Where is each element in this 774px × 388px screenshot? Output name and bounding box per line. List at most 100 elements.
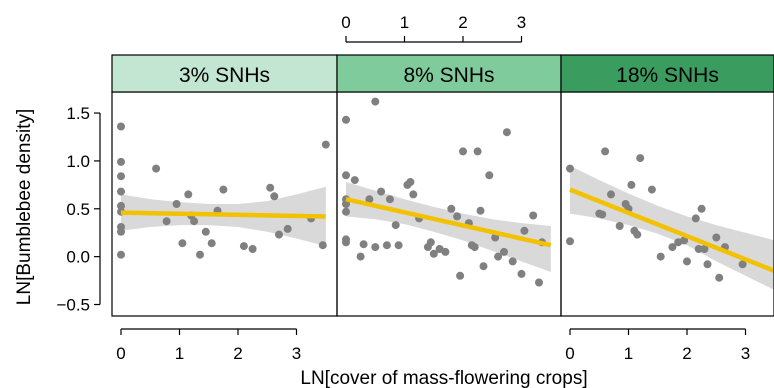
data-point <box>385 195 394 204</box>
data-point <box>382 241 391 250</box>
x-bottom-right-tick-label: 1 <box>624 344 633 363</box>
x-bottom-right-tick-label: 2 <box>682 344 691 363</box>
data-point <box>566 164 574 173</box>
data-point <box>275 230 283 239</box>
data-point <box>365 195 374 204</box>
x-bottom-left-tick-label: 3 <box>292 344 301 363</box>
data-point <box>152 164 161 173</box>
data-point <box>598 210 607 219</box>
confidence-band <box>570 165 774 290</box>
data-point <box>473 147 482 156</box>
fit-lines <box>120 187 774 274</box>
data-point <box>178 239 187 248</box>
data-point <box>500 247 508 256</box>
data-point <box>459 147 467 156</box>
data-point <box>266 183 275 192</box>
x-bottom-left-tick-label: 1 <box>175 344 184 363</box>
data-point <box>508 257 517 266</box>
data-point <box>371 97 380 106</box>
data-point <box>196 250 204 259</box>
data-point <box>270 192 279 201</box>
data-point <box>680 236 689 245</box>
data-point <box>117 157 125 166</box>
data-point <box>566 237 574 246</box>
data-point <box>117 201 125 210</box>
data-point <box>476 206 485 215</box>
data-point <box>517 269 526 278</box>
data-point <box>172 200 181 208</box>
y-tick-label: 1.0 <box>66 152 90 171</box>
x-top-tick-label: 0 <box>341 13 350 32</box>
data-point <box>447 204 456 213</box>
data-point <box>391 221 400 230</box>
y-axis-title: LN[Bumblebee density] <box>14 109 35 305</box>
data-point <box>342 207 350 216</box>
data-point <box>656 252 665 261</box>
data-point <box>283 224 292 233</box>
data-point <box>342 171 350 180</box>
data-point <box>491 233 500 242</box>
data-point <box>429 249 438 258</box>
y-tick-label: 1.5 <box>66 104 90 123</box>
x-top-tick-label: 2 <box>458 13 467 32</box>
strip-headers: 3% SNHs 8% SNHs 18% SNHs <box>111 54 774 93</box>
data-point <box>607 190 615 199</box>
data-point <box>647 185 656 194</box>
data-point <box>668 243 677 252</box>
data-point <box>394 241 403 250</box>
data-point <box>712 233 721 242</box>
x-bottom-right-tick-label: 0 <box>565 344 574 363</box>
data-point <box>615 222 624 230</box>
data-point <box>426 238 435 247</box>
x-axis-title: LN[cover of mass-flowering crops] <box>300 368 587 388</box>
data-point <box>627 180 636 189</box>
data-point <box>409 190 418 199</box>
data-point <box>201 227 210 236</box>
data-point <box>117 122 125 131</box>
data-point <box>342 200 350 208</box>
data-point <box>356 252 365 261</box>
data-point <box>703 260 712 269</box>
data-point <box>184 190 193 199</box>
data-point <box>601 147 610 156</box>
data-point <box>248 245 257 253</box>
data-point <box>456 271 465 280</box>
fit-line <box>120 210 326 219</box>
data-point <box>494 252 503 261</box>
data-points <box>117 97 747 287</box>
data-point <box>683 257 691 266</box>
data-point <box>715 273 724 282</box>
strip-label: 8% SNHs <box>403 64 494 87</box>
strip-header <box>560 54 774 93</box>
data-point <box>633 230 642 239</box>
data-point <box>691 214 700 223</box>
y-tick-label: −0.5 <box>56 296 90 315</box>
data-point <box>502 128 511 137</box>
data-point <box>377 187 386 196</box>
x-top-tick-label: 3 <box>517 13 526 32</box>
data-point <box>117 250 125 259</box>
data-point <box>350 176 359 185</box>
data-point <box>406 178 415 186</box>
data-point <box>318 241 327 250</box>
x-bottom-left-tick-label: 2 <box>233 344 242 363</box>
data-point <box>535 278 543 287</box>
data-point <box>117 227 125 236</box>
data-point <box>342 238 350 247</box>
data-point <box>738 260 747 269</box>
data-point <box>453 212 462 221</box>
data-point <box>700 245 709 253</box>
data-point <box>207 239 216 248</box>
axes: −0.5 0.0 0.5 1.0 1.5 0 1 2 3 0 1 2 3 0 1 2 3 <box>56 13 750 363</box>
fit-line <box>569 187 774 274</box>
data-point <box>117 187 125 196</box>
strip-header <box>336 54 562 93</box>
data-point <box>219 185 228 194</box>
x-bottom-left-tick-label: 0 <box>116 344 125 363</box>
data-point <box>479 262 488 271</box>
strip-label: 3% SNHs <box>179 64 270 87</box>
data-point <box>441 247 450 256</box>
y-tick-label: 0.5 <box>66 200 90 219</box>
data-point <box>342 115 350 124</box>
